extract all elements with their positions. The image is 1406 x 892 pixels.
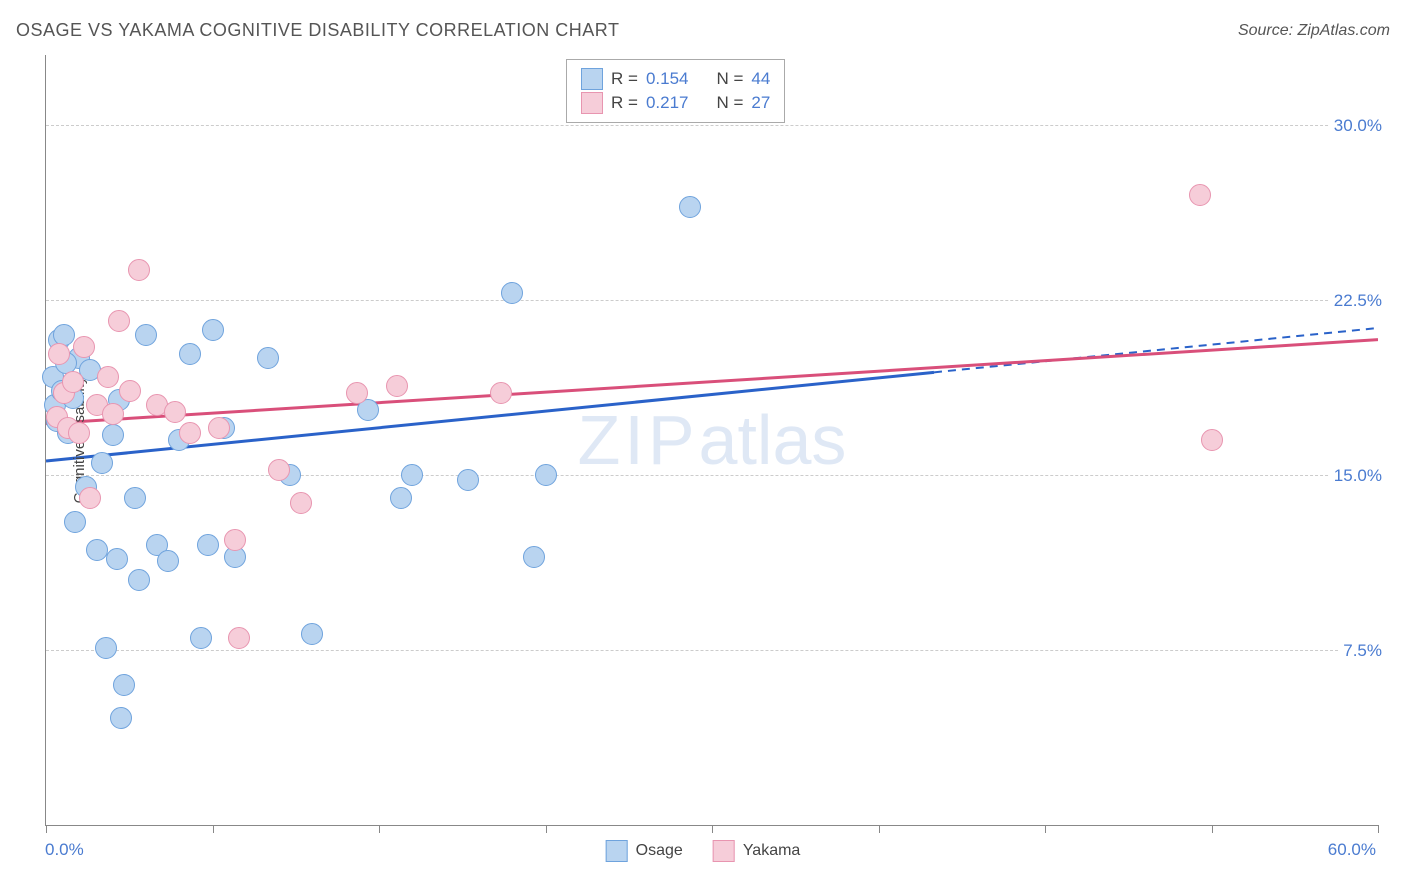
y-tick-label: 22.5%: [1330, 291, 1386, 311]
scatter-point: [457, 469, 479, 491]
scatter-point: [202, 319, 224, 341]
scatter-point: [135, 324, 157, 346]
legend-item: Osage: [606, 840, 683, 862]
scatter-point: [164, 401, 186, 423]
scatter-point: [490, 382, 512, 404]
watermark: ZIPatlas: [578, 400, 847, 480]
x-tick: [879, 825, 880, 833]
series-legend: Osage Yakama: [606, 840, 801, 862]
x-tick: [712, 825, 713, 833]
scatter-point: [346, 382, 368, 404]
scatter-point: [86, 539, 108, 561]
chart-plot-area: ZIPatlas Cognitive Disability R =0.154N …: [45, 55, 1378, 826]
scatter-point: [102, 403, 124, 425]
legend-n-value: 27: [751, 93, 770, 113]
scatter-point: [179, 422, 201, 444]
x-tick: [379, 825, 380, 833]
legend-label: Osage: [636, 842, 683, 860]
scatter-point: [268, 459, 290, 481]
x-tick: [1212, 825, 1213, 833]
legend-row: R = 0.217 N = 27: [581, 92, 770, 114]
legend-r-label: R =: [611, 69, 638, 89]
legend-n-value: 44: [751, 69, 770, 89]
gridline: 22.5%: [46, 300, 1378, 301]
legend-n-label: N =: [716, 93, 743, 113]
scatter-point: [1189, 184, 1211, 206]
scatter-point: [197, 534, 219, 556]
scatter-point: [91, 452, 113, 474]
x-tick: [213, 825, 214, 833]
x-axis-max-label: 60.0%: [1328, 840, 1376, 860]
scatter-point: [224, 529, 246, 551]
scatter-point: [386, 375, 408, 397]
scatter-point: [68, 422, 90, 444]
legend-item: Yakama: [713, 840, 801, 862]
scatter-point: [679, 196, 701, 218]
correlation-legend: R = 0.154 N = 44 R = 0.217 N = 27: [566, 59, 785, 123]
scatter-point: [128, 569, 150, 591]
scatter-point: [102, 424, 124, 446]
scatter-point: [190, 627, 212, 649]
y-tick-label: 15.0%: [1330, 466, 1386, 486]
legend-swatch: [606, 840, 628, 862]
trend-lines-layer: [46, 55, 1378, 825]
scatter-point: [95, 637, 117, 659]
legend-r-value: 0.154: [646, 69, 689, 89]
gridline: 30.0%: [46, 125, 1378, 126]
scatter-point: [110, 707, 132, 729]
scatter-point: [73, 336, 95, 358]
watermark-atlas: atlas: [699, 401, 847, 479]
scatter-point: [257, 347, 279, 369]
legend-label: Yakama: [743, 842, 801, 860]
legend-swatch: [713, 840, 735, 862]
watermark-zip: ZIP: [578, 401, 699, 479]
legend-r-label: R =: [611, 93, 638, 113]
chart-title: OSAGE VS YAKAMA COGNITIVE DISABILITY COR…: [16, 20, 619, 41]
scatter-point: [535, 464, 557, 486]
scatter-point: [119, 380, 141, 402]
legend-row: R = 0.154 N = 44: [581, 68, 770, 90]
scatter-point: [124, 487, 146, 509]
scatter-point: [62, 371, 84, 393]
y-tick-label: 7.5%: [1339, 641, 1386, 661]
scatter-point: [179, 343, 201, 365]
gridline: 15.0%: [46, 475, 1378, 476]
scatter-point: [79, 487, 101, 509]
trend-line: [46, 340, 1378, 424]
y-tick-label: 30.0%: [1330, 116, 1386, 136]
x-tick: [1045, 825, 1046, 833]
scatter-point: [501, 282, 523, 304]
legend-n-label: N =: [716, 69, 743, 89]
scatter-point: [106, 548, 128, 570]
scatter-point: [301, 623, 323, 645]
legend-r-value: 0.217: [646, 93, 689, 113]
source-label: Source: ZipAtlas.com: [1238, 22, 1390, 40]
x-tick: [546, 825, 547, 833]
scatter-point: [523, 546, 545, 568]
gridline: 7.5%: [46, 650, 1378, 651]
scatter-point: [390, 487, 412, 509]
scatter-point: [1201, 429, 1223, 451]
legend-swatch: [581, 92, 603, 114]
x-axis-min-label: 0.0%: [45, 840, 84, 860]
scatter-point: [64, 511, 86, 533]
scatter-point: [208, 417, 230, 439]
scatter-point: [157, 550, 179, 572]
scatter-point: [97, 366, 119, 388]
x-tick: [46, 825, 47, 833]
scatter-point: [228, 627, 250, 649]
scatter-point: [113, 674, 135, 696]
trend-line: [934, 328, 1378, 372]
scatter-point: [401, 464, 423, 486]
scatter-point: [48, 343, 70, 365]
scatter-point: [290, 492, 312, 514]
scatter-point: [128, 259, 150, 281]
x-tick: [1378, 825, 1379, 833]
scatter-point: [108, 310, 130, 332]
legend-swatch: [581, 68, 603, 90]
